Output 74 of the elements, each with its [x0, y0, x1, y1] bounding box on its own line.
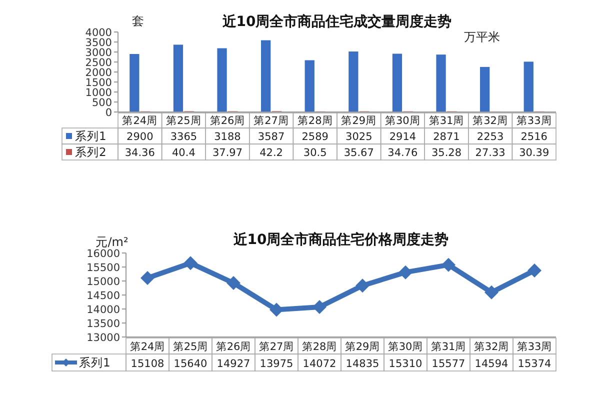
data-label: 2900 — [126, 131, 154, 143]
data-label: 34.36 — [124, 147, 156, 159]
data-label: 14594 — [474, 358, 509, 370]
data-label: 14927 — [216, 358, 250, 370]
x-tick-label: 第28周 — [302, 341, 338, 353]
y-tick-label: 13000 — [86, 332, 120, 344]
y-tick-label: 14000 — [86, 304, 120, 316]
data-label: 37.97 — [212, 147, 243, 159]
x-tick-label: 第24周 — [130, 341, 166, 353]
data-label: 40.4 — [172, 147, 196, 159]
x-tick-label: 第30周 — [385, 115, 420, 127]
data-label: 3365 — [170, 131, 198, 143]
data-label: 2516 — [520, 131, 548, 143]
data-label: 3025 — [346, 131, 372, 143]
x-tick-label: 第26周 — [216, 341, 252, 353]
chart-title: 近10周全市商品住宅成交量周度走势 — [221, 13, 452, 30]
data-label: 35.28 — [431, 147, 462, 159]
y-tick-label: 14500 — [86, 290, 120, 302]
data-label: 14072 — [302, 358, 336, 370]
data-label: 34.76 — [388, 147, 418, 159]
y-tick-label: 500 — [92, 97, 112, 109]
y-tick-label: 1500 — [85, 77, 112, 89]
legend-label: 系列1 — [75, 129, 106, 143]
x-tick-label: 第29周 — [344, 341, 380, 353]
y-tick-label: 3500 — [85, 37, 112, 49]
x-tick-label: 第25周 — [166, 115, 202, 127]
x-tick-label: 第33周 — [516, 115, 552, 127]
y-tick-label: 16000 — [86, 248, 120, 260]
x-tick-label: 第31周 — [428, 115, 464, 127]
y-tick-label: 4000 — [85, 27, 112, 39]
data-label: 2871 — [433, 131, 460, 143]
x-tick-label: 第24周 — [122, 115, 158, 127]
y-axis-title: 套 — [132, 14, 144, 28]
x-tick-label: 第27周 — [258, 341, 294, 353]
data-label: 14835 — [346, 358, 380, 370]
data-label: 3188 — [214, 131, 241, 143]
annotation: 万平米 — [464, 30, 500, 44]
data-label: 42.2 — [260, 147, 283, 159]
y-tick-label: 15500 — [86, 262, 120, 274]
x-tick-label: 第25周 — [172, 341, 208, 353]
data-label: 27.33 — [475, 147, 506, 159]
y-tick-label: 2500 — [85, 57, 112, 69]
x-tick-label: 第32周 — [472, 115, 508, 127]
x-tick-label: 第33周 — [516, 341, 552, 353]
y-tick-label: 3000 — [85, 47, 112, 59]
legend-label: 系列2 — [75, 145, 106, 159]
data-label: 3587 — [258, 131, 285, 143]
y-axis-title: 元/m² — [96, 235, 128, 249]
y-tick-label: 0 — [105, 107, 112, 119]
data-label: 30.5 — [303, 147, 327, 159]
y-tick-label: 15000 — [86, 276, 120, 288]
x-tick-label: 第27周 — [254, 115, 289, 127]
x-tick-label: 第29周 — [341, 115, 377, 127]
data-label: 2253 — [476, 131, 504, 143]
data-label: 15577 — [432, 358, 466, 370]
data-label: 30.39 — [519, 147, 550, 159]
data-label: 2914 — [389, 131, 416, 143]
legend-label: 系列1 — [79, 356, 110, 370]
x-tick-label: 第32周 — [474, 341, 510, 353]
x-tick-label: 第30周 — [388, 341, 424, 353]
y-tick-label: 1000 — [85, 87, 112, 99]
y-tick-label: 2000 — [85, 67, 112, 79]
y-tick-label: 13500 — [86, 318, 120, 330]
x-tick-label: 第31周 — [430, 341, 466, 353]
x-tick-label: 第26周 — [210, 115, 246, 127]
x-tick-label: 第28周 — [297, 115, 333, 127]
data-label: 15640 — [174, 358, 208, 370]
data-label: 2589 — [302, 131, 328, 143]
chart-title: 近10周全市商品住宅价格周度走势 — [232, 231, 449, 248]
data-label: 35.67 — [344, 147, 374, 159]
data-label: 13975 — [260, 358, 294, 370]
data-label: 15310 — [388, 358, 422, 370]
data-label: 15374 — [518, 358, 552, 370]
data-label: 15108 — [130, 358, 164, 370]
